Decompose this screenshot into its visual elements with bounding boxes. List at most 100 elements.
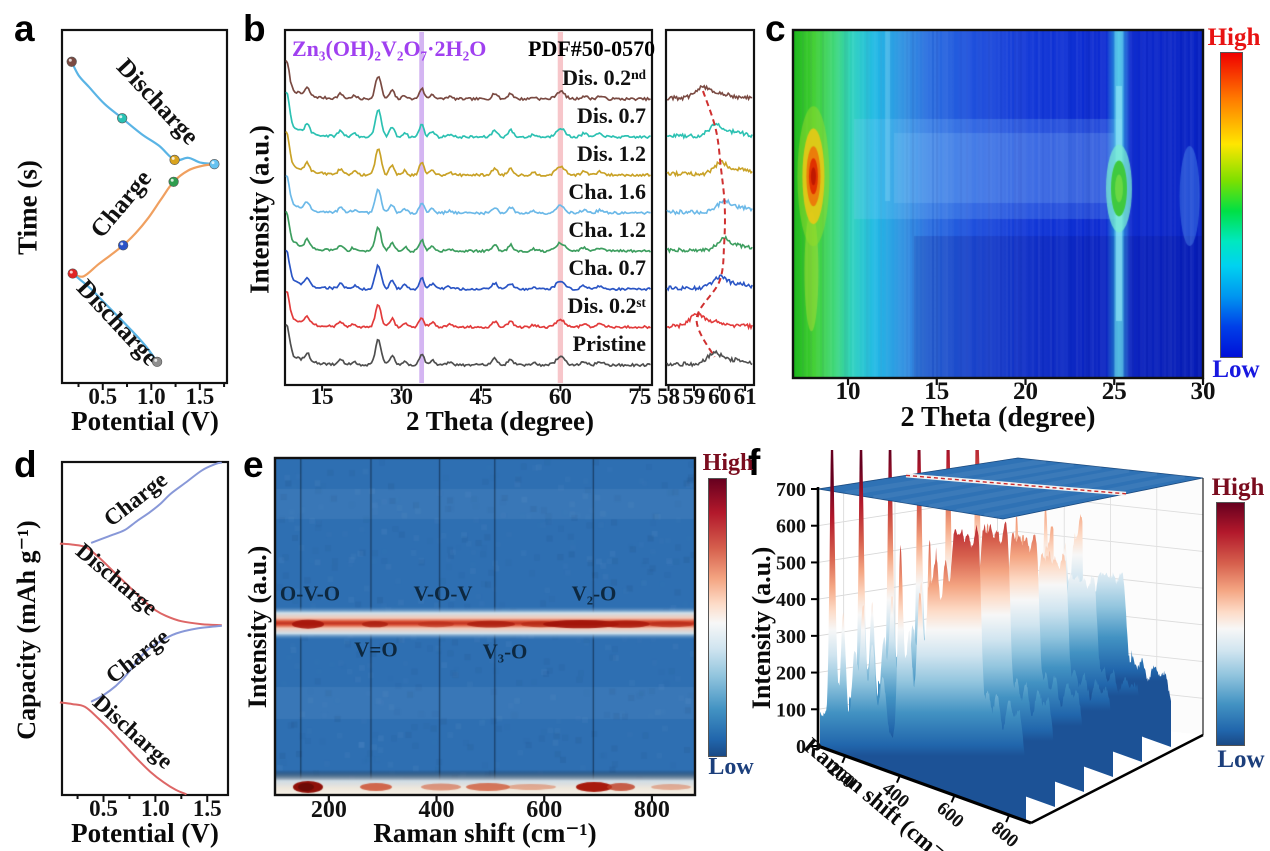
f-y-tick-label: 600 [776, 516, 806, 538]
a-state-marker [152, 356, 163, 367]
b-plot-frame [283, 28, 654, 387]
f-ceiling-texture [984, 473, 1185, 519]
f-x-tick-label: 800 [987, 818, 1022, 851]
panel-c-axes: 10 15 20 25 30 [791, 28, 1216, 405]
b-curve-label: Pristine [573, 331, 647, 356]
d-x-tick-label: 0.5 [89, 796, 118, 821]
b-inset-curve [666, 235, 753, 254]
d-curve-label: Discharge [88, 689, 178, 773]
c-colorbar-high-label: High [1207, 24, 1261, 51]
f-ceiling-texture [928, 467, 1130, 510]
e-bond-annotation: V₂-O [571, 581, 617, 606]
a-state-marker-shine [171, 156, 175, 160]
a-state-marker-shine [120, 242, 124, 246]
b-xrd-curve [285, 324, 651, 368]
a-state-marker [66, 56, 77, 67]
b-peak-shift-dashline [695, 90, 726, 358]
b-x-tick-label: 45 [469, 384, 492, 409]
panel-e-axes: 200 400 600 800 [273, 456, 697, 823]
a-state-marker [67, 268, 78, 279]
panel-d-label: d [14, 444, 37, 485]
f-x-tick-label: 600 [932, 798, 967, 832]
f-ceiling-stripe-core [905, 474, 1127, 495]
a-x-tick-label: 1.0 [137, 384, 166, 409]
f-y-tick-label: 200 [776, 663, 806, 685]
a-curve-label: Discharge [111, 54, 204, 151]
b-inset-curve [666, 198, 753, 216]
e-xaxis-title: Raman shift (cm⁻¹) [373, 818, 597, 848]
b-xrd-curve [285, 174, 651, 216]
b-x-tick-label: 15 [311, 384, 334, 409]
f-y-tick-label: 100 [776, 699, 806, 721]
panel-e-label: e [243, 444, 264, 485]
f-yaxis-title: Intensity (a.u.) [747, 546, 776, 710]
f-x-axis [817, 744, 1032, 825]
a-state-marker-shine [154, 358, 158, 362]
f-ceiling-texture [956, 470, 1158, 514]
d-x-tick-label: 1.5 [193, 796, 222, 821]
b-inset-curve [666, 349, 753, 368]
c-x-tick-label: 20 [1013, 378, 1038, 405]
b-inset-tick-label: 58 [657, 384, 680, 409]
e-bond-annotation: V₃-O [482, 639, 528, 664]
f-x-tick [950, 794, 956, 803]
panel-c-label: c [765, 8, 786, 49]
b-xrd-curve [285, 60, 651, 102]
b-inset-curve [666, 122, 753, 140]
b-phase-formula: Zn₃(OH)₂V₂O₇·2H₂O [292, 36, 487, 61]
b-xrd-curve [285, 290, 652, 330]
d-plot-frame [60, 460, 230, 797]
e-bond-annotation: V=O [354, 637, 398, 662]
a-state-marker [117, 113, 128, 124]
e-bond-annotation: V-O-V [413, 581, 473, 606]
f-y-tick-label: 300 [776, 626, 806, 648]
b-inset-frame [664, 28, 756, 387]
d-curve-charge-1 [90, 461, 222, 544]
c-x-tick-label: 15 [924, 378, 949, 405]
a-curve-label: Charge [85, 165, 157, 243]
panel-b-label: b [243, 8, 266, 49]
a-state-marker-shine [170, 178, 174, 182]
f-y-tick-label: 400 [776, 589, 806, 611]
a-yaxis-title: Time (s) [12, 160, 43, 255]
panel-a-plot: 0.5 1.0 1.5 Discharge Charge Discharge [60, 28, 229, 409]
d-xaxis-title: Potential (V) [71, 818, 219, 848]
a-state-marker-shine [119, 115, 123, 119]
b-curve-label: Cha. 1.2 [568, 217, 646, 242]
f-surface-front-layers [820, 450, 1055, 822]
b-pdf-reference: PDF#50-0570 [528, 36, 656, 61]
d-curve-label: Discharge [71, 538, 162, 620]
b-x-tick-label: 75 [628, 384, 651, 409]
a-state-marker [209, 159, 220, 170]
b-inset-curve [666, 159, 753, 178]
c-x-tick-label: 30 [1191, 378, 1216, 405]
a-curve-charge [72, 163, 215, 278]
b-curve-label: Dis. 1.2 [577, 141, 646, 166]
a-state-marker [168, 176, 179, 187]
f-colorbar [1216, 502, 1245, 746]
f-ceiling-plane [817, 457, 1204, 520]
f-x-tick [1005, 814, 1011, 823]
e-colorbar-low-label: Low [708, 754, 754, 780]
d-curve-discharge-2 [59, 701, 187, 796]
f-y-tick-label: 0 [796, 736, 806, 758]
a-state-marker [169, 154, 180, 166]
d-curve-discharge-1 [59, 542, 222, 627]
f-depth-axis [1030, 733, 1204, 825]
a-x-tick-label: 0.5 [88, 384, 117, 409]
b-xrd-curve [285, 131, 651, 178]
c-x-tick-label: 10 [836, 378, 861, 405]
b-xrd-curve [285, 249, 652, 292]
e-x-tick-label: 600 [526, 797, 562, 823]
e-x-tick-label: 400 [419, 797, 455, 823]
a-plot-frame [60, 28, 229, 385]
panel-f-label: f [748, 442, 761, 483]
a-xaxis-title: Potential (V) [71, 406, 219, 436]
f-y-tick-label: 700 [776, 479, 806, 501]
b-xaxis-title: 2 Theta (degree) [406, 406, 594, 436]
e-x-tick-label: 800 [634, 797, 670, 823]
panel-a-label: a [14, 8, 35, 49]
b-inset-tick-label: 59 [683, 384, 706, 409]
